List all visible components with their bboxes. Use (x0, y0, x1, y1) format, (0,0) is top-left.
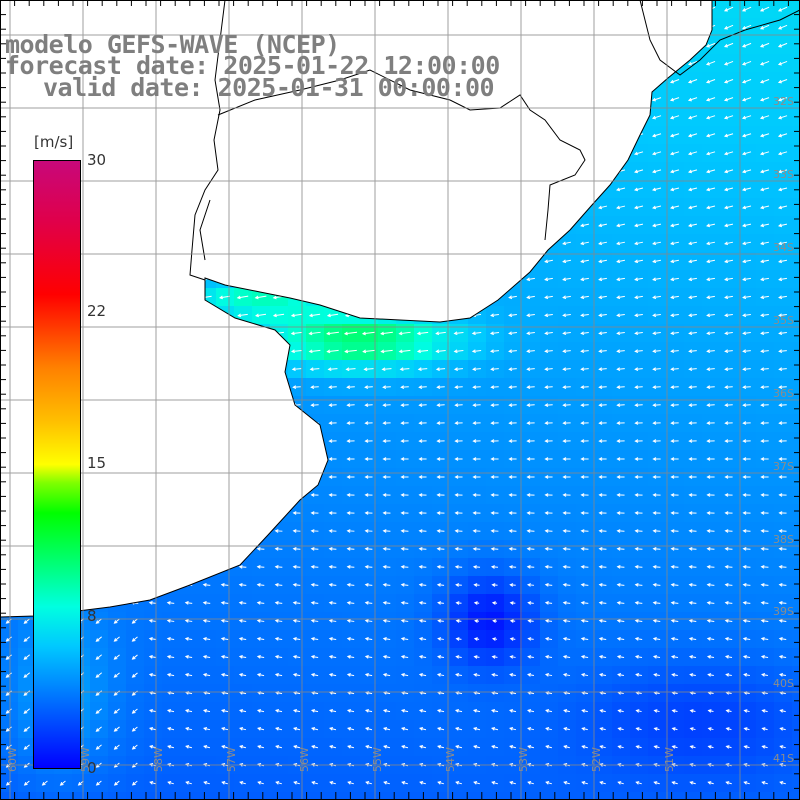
colorbar-tick-0: 0 (87, 759, 97, 777)
lon-label: 59W (79, 747, 92, 772)
colorbar-tick-22: 22 (87, 302, 107, 320)
colorbar-tick-15: 15 (87, 454, 107, 472)
lon-label: 56W (298, 747, 311, 772)
lat-label: 39S (773, 605, 794, 618)
lon-label: 60W (6, 747, 19, 772)
colorbar (33, 160, 81, 769)
valid-date: valid date: 2025-01-31 00:00:00 (43, 73, 495, 102)
model-title: modelo GEFS-WAVE (NCEP) (5, 30, 340, 59)
colorbar-tick-30: 30 (87, 151, 107, 169)
lon-label: 58W (152, 747, 165, 772)
lat-label: 35S (773, 314, 794, 327)
lon-label: 57W (225, 747, 238, 772)
lat-label: 32S (773, 95, 794, 108)
lon-label: 53W (517, 747, 530, 772)
lat-label: 36S (773, 387, 794, 400)
lon-label: 52W (590, 747, 603, 772)
forecast-date: forecast date: 2025-01-22 12:00:00 (5, 51, 500, 80)
lon-label: 51W (663, 747, 676, 772)
lon-label: 54W (444, 747, 457, 772)
lat-label: 34S (773, 241, 794, 254)
colorbar-unit: [m/s] (34, 133, 74, 151)
lat-label: 41S (773, 752, 794, 765)
lat-label: 38S (773, 533, 794, 546)
lat-label: 37S (773, 460, 794, 473)
colorbar-tick-8: 8 (87, 607, 97, 625)
lat-label: 40S (773, 677, 794, 690)
lat-label: 33S (773, 168, 794, 181)
lon-label: 55W (371, 747, 384, 772)
